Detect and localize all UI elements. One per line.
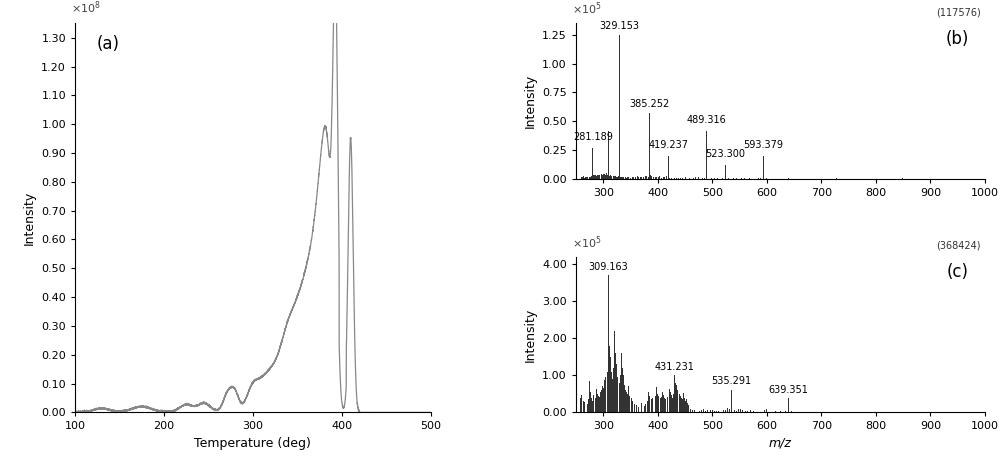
Text: 639.351: 639.351	[768, 384, 808, 395]
X-axis label: Temperature (deg): Temperature (deg)	[194, 437, 311, 450]
Y-axis label: Intensity: Intensity	[23, 191, 36, 245]
Text: 489.316: 489.316	[687, 115, 726, 125]
Text: (a): (a)	[96, 35, 119, 53]
Text: 309.163: 309.163	[588, 261, 628, 272]
Text: $\times10^5$: $\times10^5$	[572, 234, 602, 251]
Text: 281.189: 281.189	[573, 132, 613, 142]
Text: (368424): (368424)	[936, 240, 981, 251]
Text: $\times10^8$: $\times10^8$	[71, 0, 101, 15]
Text: 431.231: 431.231	[655, 362, 695, 372]
Text: (b): (b)	[945, 29, 969, 48]
Text: (117576): (117576)	[936, 7, 981, 17]
Text: 329.153: 329.153	[599, 21, 639, 31]
X-axis label: m/z: m/z	[769, 437, 792, 450]
Y-axis label: Intensity: Intensity	[524, 308, 537, 362]
Text: 419.237: 419.237	[648, 140, 688, 150]
Text: (c): (c)	[947, 263, 969, 281]
Text: 385.252: 385.252	[630, 99, 670, 109]
Y-axis label: Intensity: Intensity	[524, 74, 537, 128]
Text: 593.379: 593.379	[743, 140, 783, 150]
Text: 535.291: 535.291	[711, 377, 752, 386]
Text: $\times10^5$: $\times10^5$	[572, 0, 602, 17]
Text: 523.300: 523.300	[705, 149, 745, 159]
